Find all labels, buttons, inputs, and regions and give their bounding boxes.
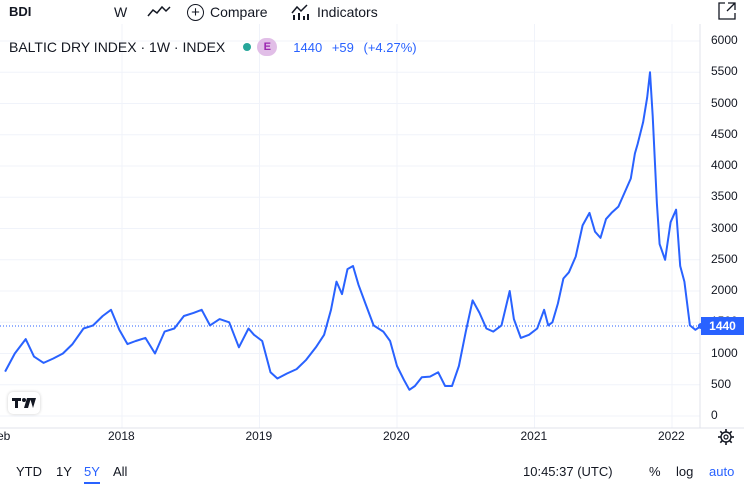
fullscreen-button[interactable]: [717, 1, 737, 25]
plus-circle-icon: +: [187, 3, 204, 21]
time-tick-label: 2022: [658, 429, 685, 443]
top-toolbar: BDI W + Compare Indicators: [0, 0, 744, 24]
time-tick-label: 2020: [383, 429, 410, 443]
legend-change-pct: (+4.27%): [363, 39, 417, 55]
chart-legend: BALTIC DRY INDEX · 1W · INDEX E 1440 +59…: [9, 38, 423, 56]
compare-label: Compare: [210, 4, 268, 20]
tradingview-logo[interactable]: [8, 392, 40, 414]
indicators-label: Indicators: [317, 4, 378, 20]
price-tick-label: 2000: [711, 283, 738, 297]
last-price-label: 1440: [701, 317, 744, 335]
earnings-badge[interactable]: E: [257, 38, 278, 56]
price-tick-label: 3500: [711, 189, 738, 204]
auto-scale-toggle[interactable]: auto: [709, 464, 735, 479]
legend-last: 1440: [293, 39, 323, 55]
price-tick-label: 0: [711, 408, 718, 422]
time-tick-label: eb: [0, 429, 11, 443]
range-1y-button[interactable]: 1Y: [56, 464, 72, 479]
range-5y-button[interactable]: 5Y: [84, 464, 100, 484]
line-chart-icon: [147, 5, 171, 17]
symbol-search-button[interactable]: BDI: [9, 4, 32, 19]
legend-title[interactable]: BALTIC DRY INDEX · 1W · INDEX: [9, 39, 226, 55]
market-status-dot: [243, 43, 252, 51]
log-scale-toggle[interactable]: log: [676, 464, 694, 479]
legend-values: 1440 +59 (+4.27%): [293, 40, 422, 55]
price-tick-label: 500: [711, 376, 732, 391]
indicators-icon: [291, 4, 309, 20]
range-ytd-button[interactable]: YTD: [16, 464, 42, 479]
tradingview-logo-icon: [12, 398, 36, 408]
indicators-button[interactable]: Indicators: [291, 3, 378, 21]
price-tick-label: 5000: [711, 95, 738, 110]
time-tick-label: 2021: [520, 429, 548, 443]
chart-settings-button[interactable]: [717, 428, 735, 451]
compare-button[interactable]: + Compare: [187, 3, 268, 21]
series-line: [4, 71, 702, 391]
price-tick-label: 4500: [711, 126, 738, 141]
price-tick-label: 3000: [711, 220, 738, 235]
time-tick-label: 2019: [245, 429, 273, 443]
bottom-toolbar: YTD 1Y 5Y All 10:45:37 (UTC) % log auto: [0, 456, 744, 488]
price-tick-label: 2500: [711, 251, 738, 266]
chart-type-button[interactable]: [147, 3, 171, 25]
interval-button[interactable]: W: [114, 4, 128, 20]
legend-change: +59: [331, 39, 354, 55]
time-tick-label: 2018: [108, 429, 135, 443]
price-tick-label: 1000: [711, 345, 738, 360]
timezone-clock[interactable]: 10:45:37 (UTC): [523, 464, 613, 479]
expand-icon: [718, 2, 736, 20]
range-all-button[interactable]: All: [113, 464, 128, 479]
price-tick-label: 5500: [711, 64, 738, 79]
percent-scale-toggle[interactable]: %: [649, 464, 661, 479]
price-tick-label: 4000: [711, 158, 738, 172]
gear-icon: [718, 429, 734, 445]
chart-grid: [0, 24, 700, 428]
price-tick-label: 6000: [711, 33, 738, 47]
